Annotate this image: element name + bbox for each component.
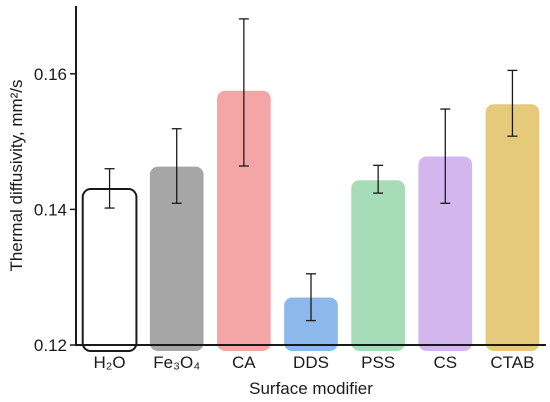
bar: [81, 188, 138, 352]
x-tick-labels-group: H₂O Fe₃O₄ CA DDS PSS CS CTAB: [94, 353, 535, 372]
y-ticks-group: 0.12 0.14 0.16: [34, 65, 76, 355]
bar: [217, 90, 271, 351]
bar: [485, 104, 540, 351]
x-tick-label: DDS: [293, 353, 329, 372]
x-tick-label: CS: [433, 353, 457, 372]
x-tick-label: H₂O: [94, 353, 126, 372]
x-tick-label: CA: [232, 353, 256, 372]
bar: [418, 156, 473, 351]
x-tick-label: CTAB: [490, 353, 534, 372]
y-tick-label: 0.16: [34, 65, 67, 84]
x-tick-label: Fe₃O₄: [153, 353, 200, 372]
x-tick-label: PSS: [361, 353, 395, 372]
bar: [284, 297, 338, 351]
bar: [149, 166, 204, 351]
bars-group: [81, 90, 540, 352]
y-axis-title: Thermal diffusivity, mm²/s: [7, 79, 26, 271]
y-tick-label: 0.14: [34, 200, 67, 219]
x-axis-title: Surface modifier: [249, 379, 373, 398]
y-tick-label: 0.12: [34, 336, 67, 355]
error-bars-group: [104, 18, 518, 322]
bar: [351, 180, 405, 351]
